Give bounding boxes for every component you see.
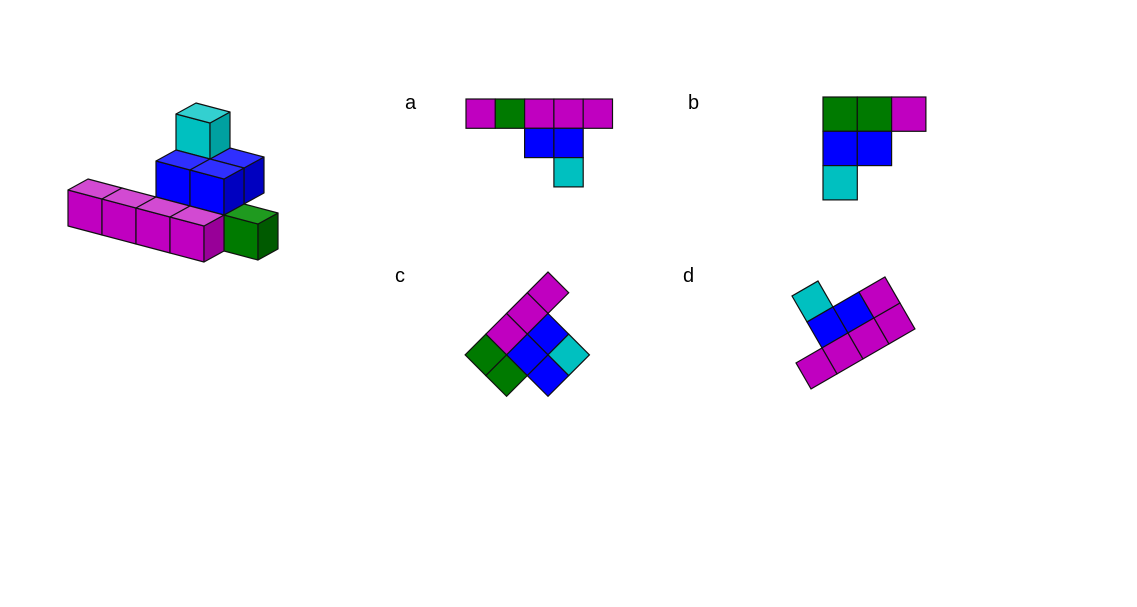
option-a[interactable]: a [405,92,614,188]
net-square-blue [526,354,570,398]
net-square-blue [523,127,555,159]
cube-top-face [175,102,231,124]
option-b-net [822,96,927,201]
cube-model-3d [67,102,279,263]
net-square-green [484,354,529,398]
option-c[interactable]: c [395,265,610,417]
net-square-magenta [858,276,901,319]
option-a-net [465,98,614,188]
option-c-net [464,271,591,398]
net-square-magenta [890,96,927,132]
net-square-magenta [582,98,614,129]
cube-top-face [189,158,245,180]
option-b[interactable]: b [688,92,927,201]
net-square-magenta [465,98,496,129]
option-d[interactable]: d [683,251,916,390]
option-b-label: b [688,92,699,114]
option-d-net [791,276,916,390]
cube-top-face [169,205,225,227]
option-d-label: d [683,265,694,287]
net-square-green [822,96,858,132]
net-square-cyan [822,164,858,201]
net-square-cyan [553,156,584,188]
net-square-blue [856,130,893,167]
net-square-green [494,98,526,129]
net-square-magenta [795,347,838,390]
net-square-magenta [553,98,584,129]
net-square-blue [553,127,584,159]
net-square-blue [822,130,858,167]
option-a-label: a [405,92,417,114]
net-square-magenta [523,98,555,129]
net-square-green [856,96,893,132]
option-c-label: c [395,265,405,287]
